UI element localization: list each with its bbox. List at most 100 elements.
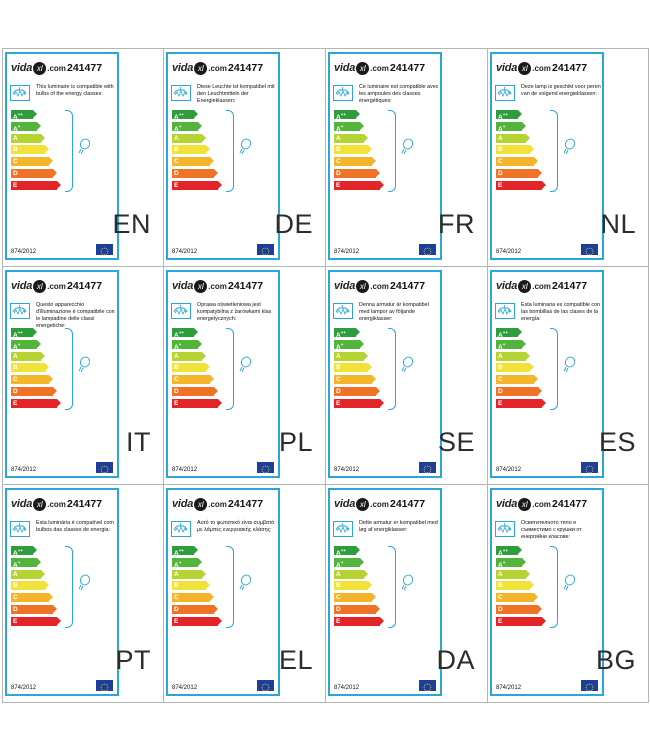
energy-class-arrow: B [334,145,372,155]
energy-class-letter: D [13,388,18,395]
brand-suffix: .com [370,63,389,73]
language-code: DE [274,209,313,239]
compatibility-bracket [388,110,396,192]
energy-class-arrow: A+ [11,339,41,351]
energy-class-letter: E [174,399,179,407]
energy-class-letter: A [336,332,341,340]
energy-class-letter: A [174,561,179,569]
energy-class-arrow: E [11,398,61,408]
energy-class-letter: A [174,570,179,578]
energy-class-arrow: C [334,157,376,167]
brand-suffix: .com [370,281,389,291]
energy-class-letter: A [336,550,341,558]
regulation-number: 874/2012 [496,249,522,255]
energy-class-letter: D [336,606,341,613]
compatibility-bracket [388,546,396,628]
energy-class-arrow: B [172,363,210,373]
energy-class-letter: D [174,388,179,395]
light-bulb-icon [563,138,576,155]
brand-ball: xl [194,61,208,75]
chandelier-icon [171,85,191,101]
brand-suffix: .com [370,499,389,509]
energy-class-letter: B [336,582,341,590]
energy-label-cell: vida xl .com 241477 Esta luminária é compatí… [3,485,164,703]
brand-prefix: vida [334,498,356,510]
energy-class-arrow: B [334,363,372,373]
energy-class-arrow: A [496,569,530,579]
sku-number: 241477 [228,280,264,292]
energy-class-arrow: A++ [496,110,522,122]
energy-class-arrow: C [172,157,214,167]
sku-number: 241477 [552,280,588,292]
light-bulb-icon [239,138,252,155]
energy-class-arrow: D [496,605,542,614]
energy-class-arrow: D [334,605,380,614]
energy-class-letter: A [13,570,18,578]
energy-class-letter: A [13,114,18,122]
eu-flag-icon [257,244,274,256]
language-code: EN [112,209,151,239]
regulation-number: 874/2012 [11,249,37,255]
light-bulb-icon [78,138,91,155]
energy-class-letter: A [336,352,341,360]
brand-ball: xl [33,497,47,511]
energy-class-plus: + [340,341,344,347]
energy-class-arrow: A [334,569,368,579]
energy-class-plus: ++ [17,112,23,117]
energy-class-arrow: A [334,351,368,361]
energy-class-letter: A [174,352,179,360]
energy-class-letter: C [498,376,503,384]
chandelier-icon [333,521,353,537]
compatibility-text: Oprawa oświetleniowa jest kompatybilna z… [197,302,272,322]
energy-class-letter: A [174,343,179,351]
energy-class-letter: C [498,594,503,602]
compatibility-bracket [550,328,558,410]
energy-class-letter: D [174,170,179,177]
energy-class-arrow: A++ [172,546,198,557]
energy-class-arrow: A+ [172,339,202,351]
compatibility-text: Esta luminária é compatível com bulbos d… [36,520,114,533]
energy-class-arrow: A [172,133,206,143]
energy-label-card: vida xl .com 241477 Dette armatur er kompati… [328,488,442,696]
energy-class-arrow: A [11,351,45,361]
brand-logo: vida xl .com [334,278,389,294]
language-code: ES [598,427,636,457]
eu-flag-icon [96,680,113,692]
energy-class-letter: A [336,561,341,569]
energy-class-letter: C [336,594,341,602]
energy-class-letter: A [13,550,18,558]
energy-class-arrow: A+ [496,339,526,351]
brand-ball: xl [194,497,208,511]
sku-number: 241477 [228,498,264,510]
brand-suffix: .com [532,499,551,509]
energy-class-arrow: A++ [496,546,522,557]
regulation-number: 874/2012 [334,685,360,691]
energy-class-arrow: A [496,351,530,361]
energy-class-arrow: D [172,169,218,178]
energy-class-arrow: C [172,593,214,603]
energy-class-plus: ++ [502,330,508,335]
energy-class-arrow: A++ [11,328,37,339]
energy-class-letter: E [336,181,341,189]
energy-class-letter: C [13,158,18,166]
energy-class-letter: C [336,376,341,384]
energy-class-letter: A [498,114,503,122]
compatibility-bracket [65,110,73,192]
energy-class-arrow: C [334,375,376,385]
brand-ball: xl [356,497,370,511]
energy-class-plus: + [502,559,506,565]
energy-label-card: vida xl .com 241477 Осветителното тяло е съв… [490,488,604,696]
brand-suffix: .com [208,499,227,509]
sku-number: 241477 [228,62,264,74]
energy-label-cell: vida xl .com 241477 Diese Leuchte ist kompat… [164,49,326,267]
regulation-number: 874/2012 [496,685,522,691]
brand-suffix: .com [208,281,227,291]
energy-class-plus: + [178,341,182,347]
chandelier-icon [495,85,515,101]
energy-label-card: vida xl .com 241477 This luminaire is compat… [5,52,119,260]
regulation-number: 874/2012 [172,249,198,255]
brand-prefix: vida [172,62,194,74]
brand-ball: xl [518,279,532,293]
energy-class-arrow: E [334,398,384,408]
energy-class-arrow: B [11,145,49,155]
